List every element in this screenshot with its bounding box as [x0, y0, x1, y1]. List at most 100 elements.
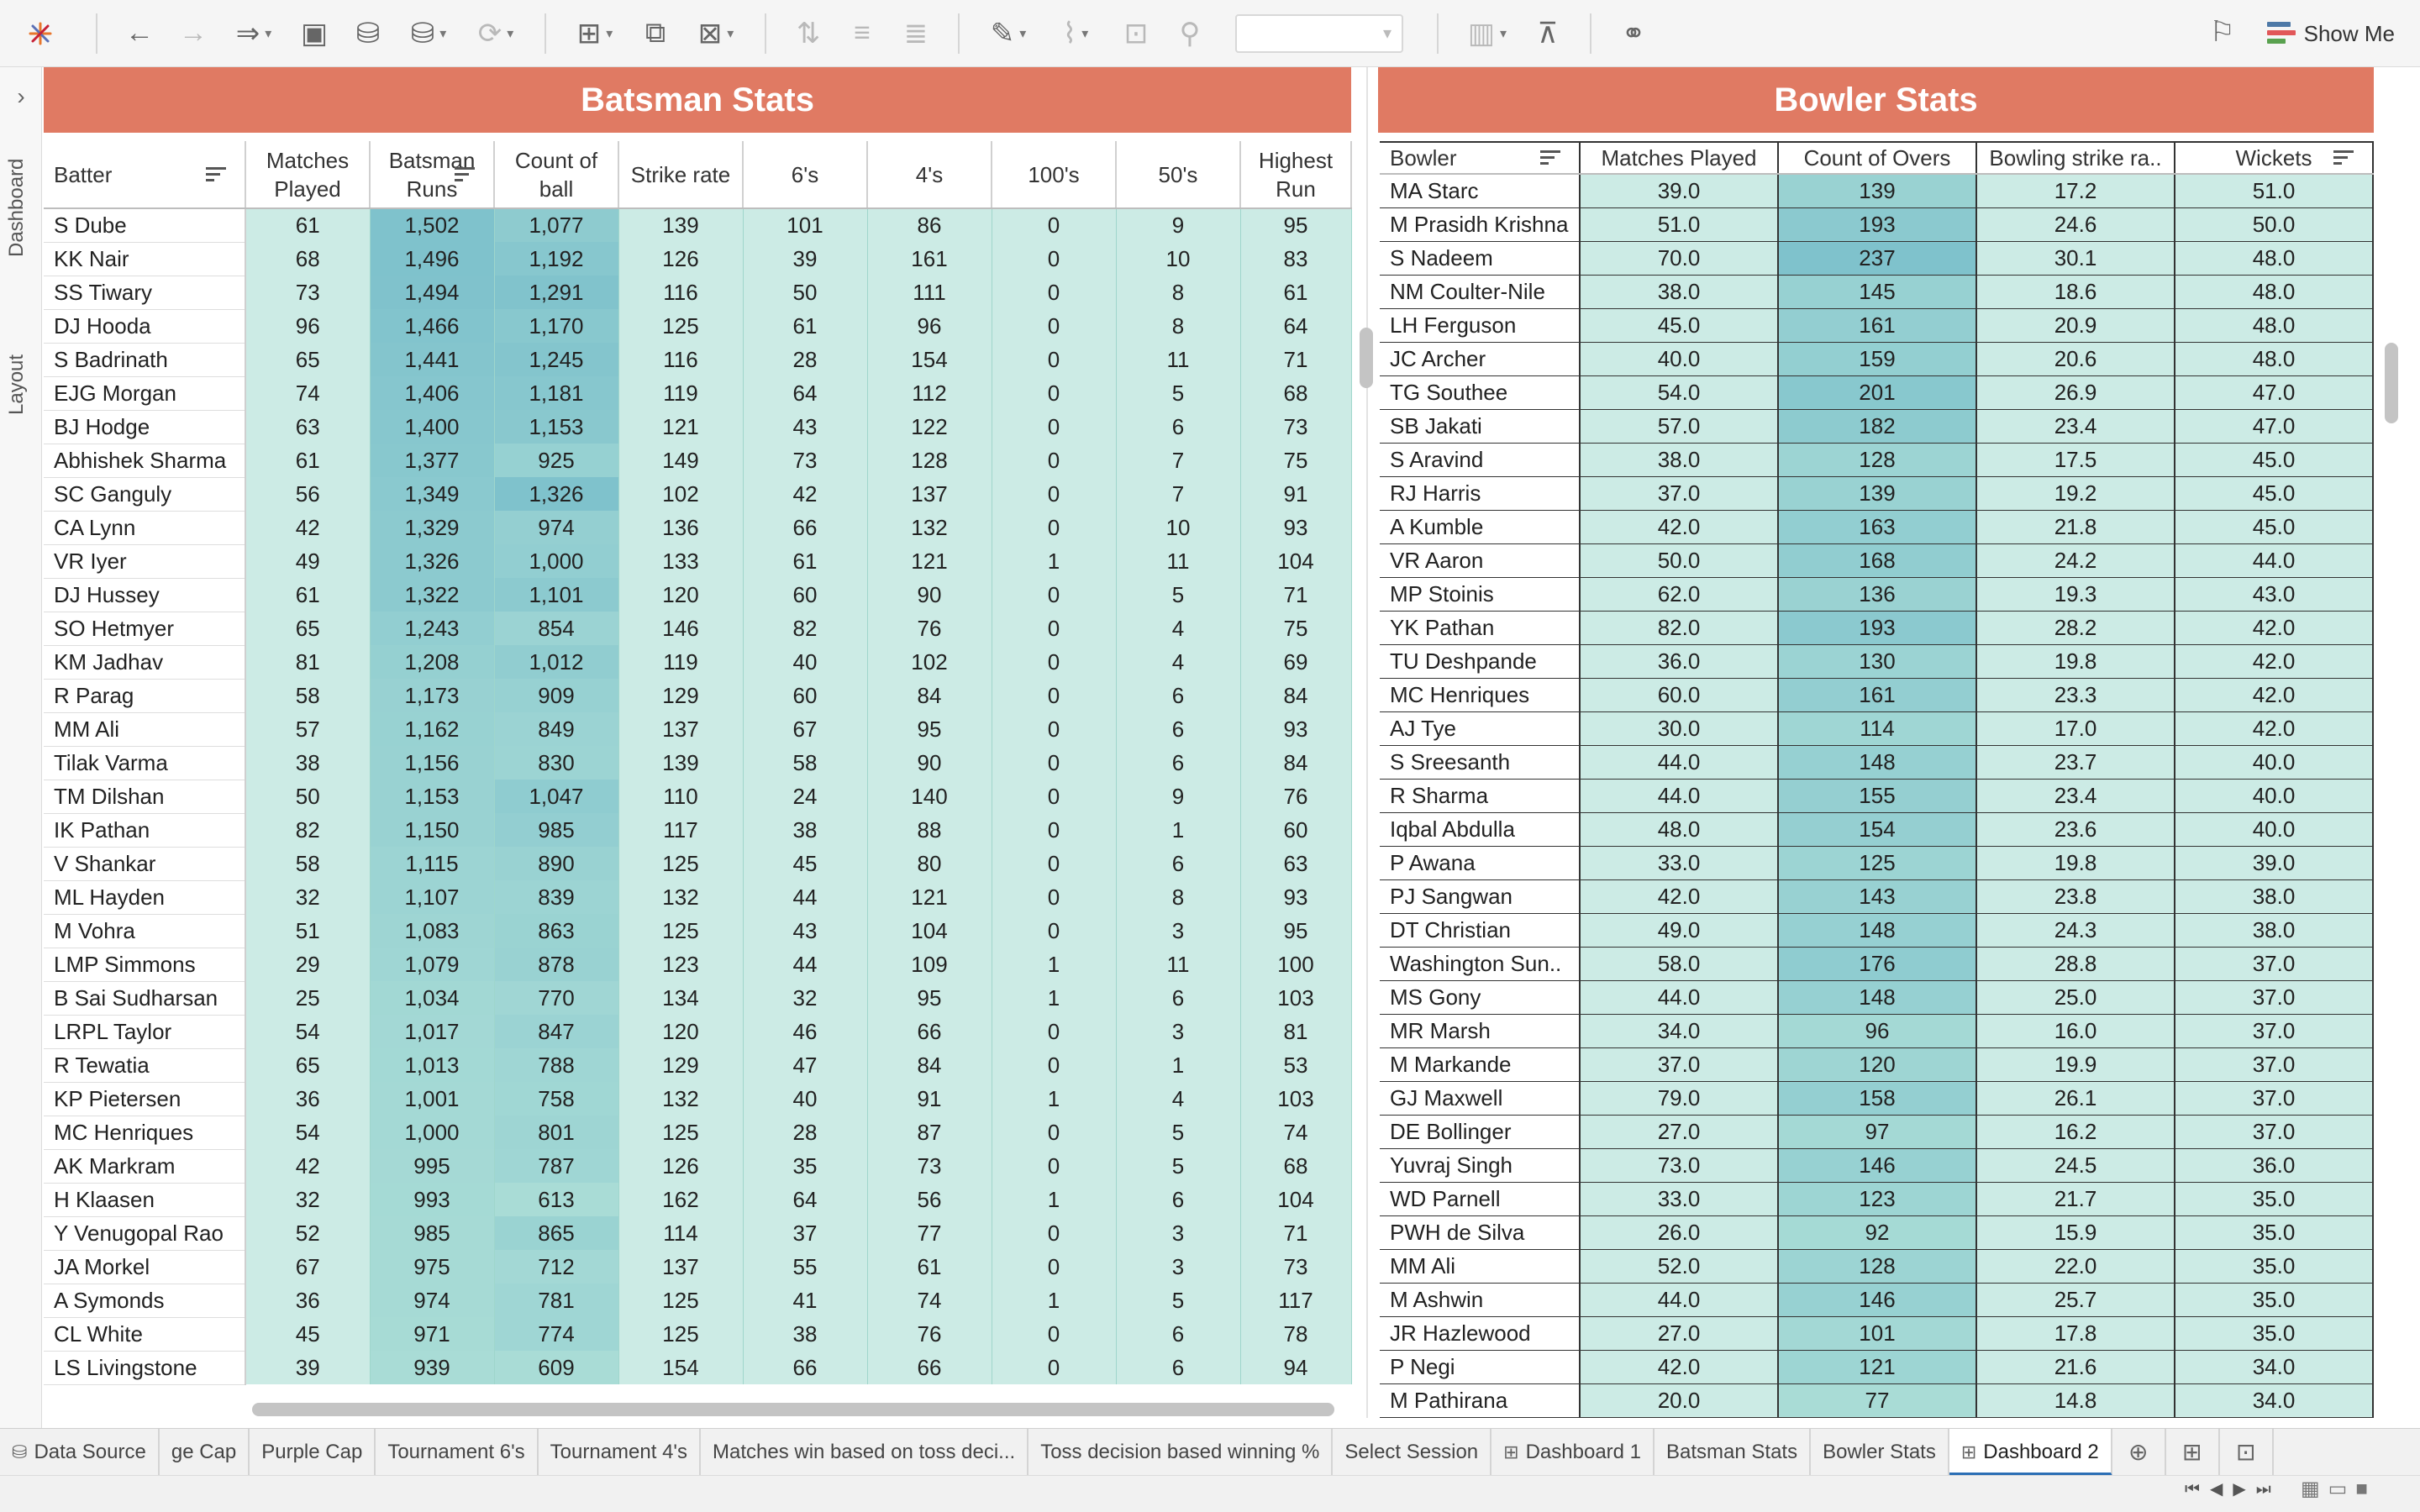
table-row[interactable]: MS Gony 44.0 148 25.0 37.0 — [1380, 980, 2374, 1015]
batsman-vertical-scrollbar[interactable] — [1360, 328, 1373, 388]
redirect-icon[interactable]: ⇒ ▾ — [235, 17, 272, 50]
table-row[interactable]: MC Henriques 60.0 161 23.3 42.0 — [1380, 678, 2374, 712]
table-row[interactable]: PJ Sangwan 42.0 143 23.8 38.0 — [1380, 879, 2374, 914]
sheet-tab-tournament-6-s[interactable]: Tournament 6's — [376, 1428, 539, 1476]
sheet-tab-bowler-stats[interactable]: Bowler Stats — [1811, 1428, 1949, 1476]
table-row[interactable]: R Parag 58 1,173 909 129 60 84 0 6 84 — [44, 679, 1352, 713]
table-row[interactable]: MM Ali 57 1,162 849 137 67 95 0 6 93 — [44, 712, 1352, 747]
column-header-wickets[interactable]: Wickets — [2175, 142, 2374, 175]
table-row[interactable]: SS Tiwary 73 1,494 1,291 116 50 111 0 8 61 — [44, 276, 1352, 310]
table-row[interactable]: MM Ali 52.0 128 22.0 35.0 — [1380, 1249, 2374, 1284]
table-row[interactable]: PWH de Silva 26.0 92 15.9 35.0 — [1380, 1215, 2374, 1250]
sheet-tab-batsman-stats[interactable]: Batsman Stats — [1655, 1428, 1812, 1476]
table-row[interactable]: IK Pathan 82 1,150 985 117 38 88 0 1 60 — [44, 813, 1352, 848]
table-row[interactable]: LRPL Taylor 54 1,017 847 120 46 66 0 3 81 — [44, 1015, 1352, 1049]
table-row[interactable]: M Pathirana 20.0 77 14.8 34.0 — [1380, 1383, 2374, 1418]
table-row[interactable]: VR Aaron 50.0 168 24.2 44.0 — [1380, 543, 2374, 578]
table-row[interactable]: B Sai Sudharsan 25 1,034 770 134 32 95 1 6 103 — [44, 981, 1352, 1016]
table-row[interactable]: M Vohra 51 1,083 863 125 43 104 0 3 95 — [44, 914, 1352, 948]
column-header-count-of-ball[interactable]: Count of ball — [494, 141, 619, 209]
table-row[interactable]: R Sharma 44.0 155 23.4 40.0 — [1380, 779, 2374, 813]
table-row[interactable]: MP Stoinis 62.0 136 19.3 43.0 — [1380, 577, 2374, 612]
layout-pane-tab[interactable]: Layout — [5, 354, 28, 415]
table-row[interactable]: DJ Hooda 96 1,466 1,170 125 61 96 0 8 64 — [44, 309, 1352, 344]
column-header-matches-played[interactable]: Matches Played — [245, 141, 371, 209]
sort-ascending-icon[interactable]: ≡ — [854, 17, 871, 49]
card-toggle-icon[interactable]: ▥ ▾ — [1467, 17, 1507, 50]
sheet-tab-data-source[interactable]: ⛁ Data Source — [0, 1428, 160, 1476]
table-row[interactable]: TM Dilshan 50 1,153 1,047 110 24 140 0 9 76 — [44, 780, 1352, 814]
sort-icon[interactable] — [1540, 150, 1560, 165]
table-row[interactable]: SO Hetmyer 65 1,243 854 146 82 76 0 4 75 — [44, 612, 1352, 646]
table-row[interactable]: ML Hayden 32 1,107 839 132 44 121 0 8 93 — [44, 880, 1352, 915]
table-row[interactable]: Y Venugopal Rao 52 985 865 114 37 77 0 3 71 — [44, 1216, 1352, 1251]
column-header-batsman-runs[interactable]: Batsman Runs — [370, 141, 495, 209]
table-row[interactable]: GJ Maxwell 79.0 158 26.1 37.0 — [1380, 1081, 2374, 1116]
table-row[interactable]: LH Ferguson 45.0 161 20.9 48.0 — [1380, 308, 2374, 343]
tableau-logo-icon[interactable] — [0, 0, 81, 67]
table-row[interactable]: TG Southee 54.0 201 26.9 47.0 — [1380, 375, 2374, 410]
show-me-button[interactable]: Show Me — [2266, 0, 2395, 67]
sheet-tab-select-session[interactable]: Select Session — [1333, 1428, 1492, 1476]
sort-descending-icon[interactable]: ≣ — [903, 17, 929, 50]
table-row[interactable]: MR Marsh 34.0 96 16.0 37.0 — [1380, 1014, 2374, 1048]
table-row[interactable]: S Dube 61 1,502 1,077 139 101 86 0 9 95 — [44, 208, 1352, 243]
sheet-tab-dashboard-2[interactable]: ⊞ Dashboard 2 — [1949, 1428, 2112, 1476]
table-row[interactable]: DJ Hussey 61 1,322 1,101 120 60 90 0 5 71 — [44, 578, 1352, 612]
annotate-icon[interactable]: ⌇ ▾ — [1062, 17, 1089, 50]
table-row[interactable]: S Aravind 38.0 128 17.5 45.0 — [1380, 443, 2374, 477]
new-dashboard-tab-icon[interactable]: ⊞ — [2166, 1428, 2220, 1476]
table-row[interactable]: JA Morkel 67 975 712 137 55 61 0 3 73 — [44, 1250, 1352, 1284]
sheet-tab-ge-cap[interactable]: ge Cap — [160, 1428, 250, 1476]
table-row[interactable]: M Ashwin 44.0 146 25.7 35.0 — [1380, 1283, 2374, 1317]
table-row[interactable]: A Kumble 42.0 163 21.8 45.0 — [1380, 510, 2374, 544]
sheet-tab-matches-win-based-on-toss-deci[interactable]: Matches win based on toss deci... — [701, 1428, 1029, 1476]
table-row[interactable]: RJ Harris 37.0 139 19.2 45.0 — [1380, 476, 2374, 511]
column-header-bowler[interactable]: Bowler — [1380, 142, 1581, 175]
table-row[interactable]: LMP Simmons 29 1,079 878 123 44 109 1 11 100 — [44, 948, 1352, 982]
sort-icon[interactable] — [206, 166, 226, 182]
table-row[interactable]: MA Starc 39.0 139 17.2 51.0 — [1380, 174, 2374, 208]
table-row[interactable]: CL White 45 971 774 125 38 76 0 6 78 — [44, 1317, 1352, 1352]
table-row[interactable]: P Awana 33.0 125 19.8 39.0 — [1380, 846, 2374, 880]
table-row[interactable]: EJG Morgan 74 1,406 1,181 119 64 112 0 5 68 — [44, 376, 1352, 411]
batsman-horizontal-scrollbar[interactable] — [252, 1403, 1334, 1416]
column-header-matches-played[interactable]: Matches Played — [1580, 142, 1779, 175]
highlight-icon[interactable]: ✎ ▾ — [990, 17, 1027, 50]
sort-icon[interactable] — [2333, 150, 2354, 165]
table-row[interactable]: S Badrinath 65 1,441 1,245 116 28 154 0 11 71 — [44, 343, 1352, 377]
table-row[interactable]: P Negi 42.0 121 21.6 34.0 — [1380, 1350, 2374, 1384]
table-row[interactable]: CA Lynn 42 1,329 974 136 66 132 0 10 93 — [44, 511, 1352, 545]
bowler-vertical-scrollbar[interactable] — [2385, 343, 2398, 423]
view-mode-icons[interactable]: ▦▭■ — [2301, 1478, 2376, 1500]
column-header-4-s[interactable]: 4's — [867, 141, 992, 209]
sheet-tab-dashboard-1[interactable]: ⊞ Dashboard 1 — [1491, 1428, 1655, 1476]
table-row[interactable]: Yuvraj Singh 73.0 146 24.5 36.0 — [1380, 1148, 2374, 1183]
table-row[interactable]: SC Ganguly 56 1,349 1,326 102 42 137 0 7 91 — [44, 477, 1352, 512]
datasource-options-icon[interactable]: ⛁ ▾ — [410, 17, 447, 50]
table-row[interactable]: DT Christian 49.0 148 24.3 38.0 — [1380, 913, 2374, 948]
refresh-icon[interactable]: ⟳ ▾ — [477, 17, 514, 50]
dashboard-pane-tab[interactable]: Dashboard — [5, 158, 28, 257]
new-story-tab-icon[interactable]: ⊡ — [2220, 1428, 2274, 1476]
table-row[interactable]: YK Pathan 82.0 193 28.2 42.0 — [1380, 611, 2374, 645]
sheet-tab-purple-cap[interactable]: Purple Cap — [250, 1428, 376, 1476]
duplicate-sheet-icon[interactable]: ⧉ — [644, 17, 666, 49]
fit-dropdown[interactable] — [1235, 13, 1403, 53]
sheet-navigation-arrows[interactable]: ⏮◀▶⏭ — [2185, 1480, 2281, 1499]
table-row[interactable]: S Sreesanth 44.0 148 23.7 40.0 — [1380, 745, 2374, 780]
table-row[interactable]: AK Markram 42 995 787 126 35 73 0 5 68 — [44, 1149, 1352, 1184]
column-header-6-s[interactable]: 6's — [743, 141, 868, 209]
table-row[interactable]: M Prasidh Krishna 51.0 193 24.6 50.0 — [1380, 207, 2374, 242]
table-row[interactable]: R Tewatia 65 1,013 788 129 47 84 0 1 53 — [44, 1048, 1352, 1083]
table-row[interactable]: Abhishek Sharma 61 1,377 925 149 73 128 0 7 75 — [44, 444, 1352, 478]
expand-pane-icon[interactable]: › — [17, 83, 25, 109]
column-header-100-s[interactable]: 100's — [992, 141, 1117, 209]
presentation-mode-icon[interactable]: ⊼ — [1537, 17, 1559, 50]
table-row[interactable]: KP Pietersen 36 1,001 758 132 40 91 1 4 103 — [44, 1082, 1352, 1116]
table-row[interactable]: JR Hazlewood 27.0 101 17.8 35.0 — [1380, 1316, 2374, 1351]
column-header-batter[interactable]: Batter — [44, 141, 246, 209]
sheet-tab-toss-decision-based-winning[interactable]: Toss decision based winning % — [1028, 1428, 1334, 1476]
new-worksheet-tab-icon[interactable]: ⊕ — [2112, 1428, 2166, 1476]
labels-icon[interactable]: ⊡ — [1123, 17, 1149, 50]
